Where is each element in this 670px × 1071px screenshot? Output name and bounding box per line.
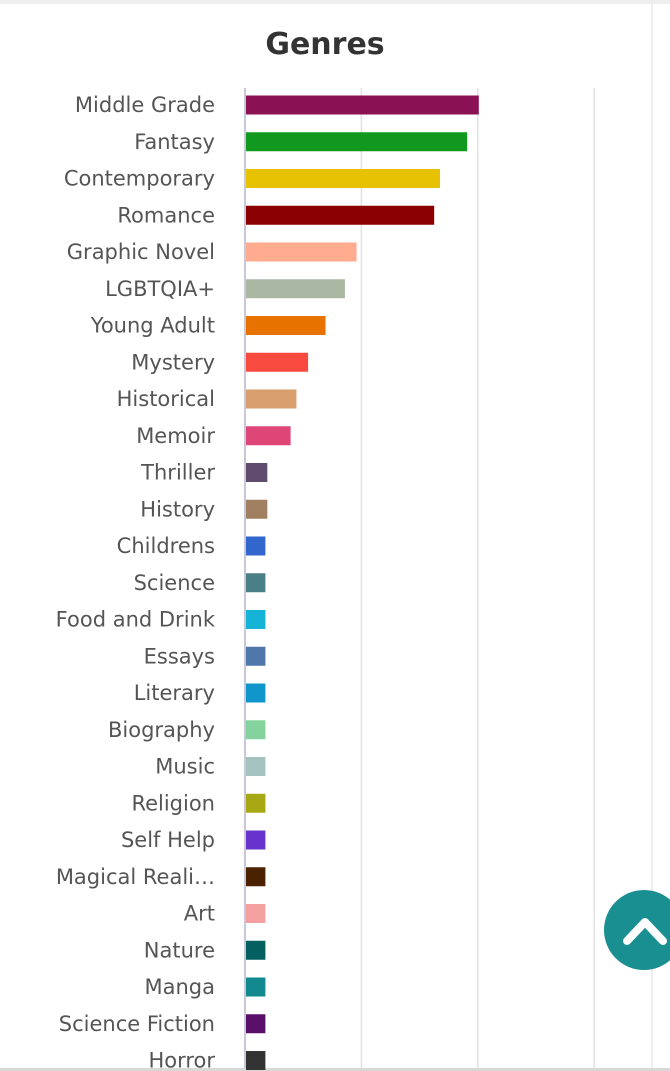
bar (246, 683, 266, 703)
category-labels: Middle Grade Fantasy Contemporary Romance Gr… (56, 93, 216, 1071)
bar (246, 1051, 266, 1070)
bar (246, 169, 440, 188)
bar (246, 389, 297, 409)
category-label: Childrens (117, 534, 215, 558)
category-label: Horror (148, 1049, 215, 1071)
bar (246, 1014, 266, 1034)
grid-lines (360, 88, 595, 1068)
bar (246, 352, 309, 372)
chevron-up-icon (623, 918, 667, 945)
top-divider (0, 0, 670, 4)
bar (246, 793, 266, 813)
bar (246, 499, 268, 519)
category-label: Romance (117, 203, 215, 227)
bar (246, 646, 266, 666)
bar (246, 720, 266, 740)
bar (246, 536, 266, 556)
bar (246, 463, 268, 482)
category-label: Nature (144, 938, 215, 962)
bar (246, 132, 468, 152)
category-label: Essays (144, 644, 215, 668)
category-label: Science Fiction (59, 1012, 215, 1036)
category-label: Fantasy (134, 130, 215, 154)
bar (246, 867, 266, 887)
category-label: Young Adult (90, 314, 215, 338)
bar (246, 940, 266, 960)
bar (246, 757, 266, 776)
bar (246, 426, 291, 446)
bottom-divider (0, 1068, 670, 1071)
category-label: Mystery (131, 350, 215, 374)
bar (246, 904, 266, 923)
category-label: Art (184, 902, 215, 926)
scroll-to-top-button[interactable] (604, 890, 670, 970)
bar (246, 279, 345, 299)
category-label: LGBTQIA+ (105, 277, 215, 301)
category-label: Middle Grade (75, 93, 215, 117)
bars (246, 95, 479, 1070)
category-label: Memoir (136, 424, 215, 448)
category-label: Self Help (121, 828, 215, 852)
category-label: Biography (108, 718, 215, 742)
bar (246, 573, 266, 593)
bar (246, 610, 266, 629)
bar (246, 316, 326, 335)
category-label: Science (134, 571, 215, 595)
bar (246, 977, 266, 997)
category-label: Food and Drink (56, 608, 216, 632)
category-label: Magical Reali… (56, 865, 215, 889)
category-label: Religion (131, 791, 215, 815)
right-divider (651, 0, 653, 1071)
chart-title: Genres (265, 27, 384, 62)
category-label: Historical (117, 387, 215, 411)
category-label: Contemporary (64, 167, 215, 191)
category-label: History (140, 497, 215, 521)
category-label: Graphic Novel (67, 240, 215, 264)
category-label: Thriller (140, 461, 215, 485)
bar (246, 95, 479, 115)
bar (246, 242, 357, 262)
category-label: Literary (134, 681, 215, 705)
bar (246, 205, 435, 225)
bar (246, 830, 266, 850)
category-label: Music (155, 755, 215, 779)
category-label: Manga (145, 975, 216, 999)
